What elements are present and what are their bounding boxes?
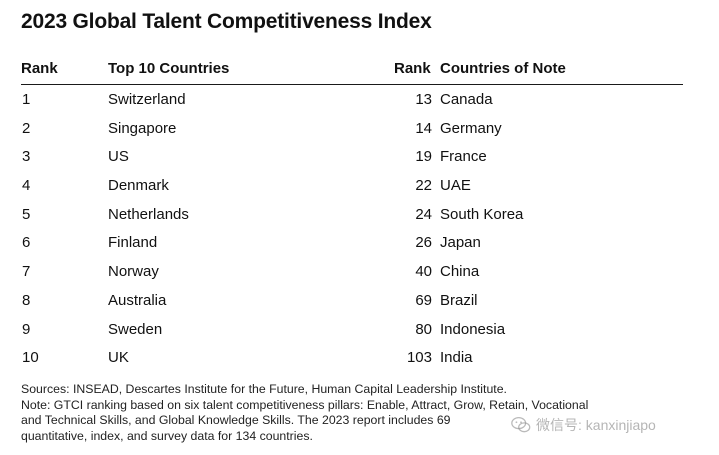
country-cell: Norway (108, 263, 159, 281)
country-of-note-cell: India (440, 349, 473, 367)
ranking-table: 1 Switzerland 13 Canada 2 Singapore 14 G… (0, 89, 719, 376)
table-row: 9 Sweden 80 Indonesia (0, 319, 719, 348)
country-cell: Singapore (108, 119, 177, 137)
rank-of-note-cell: 103 (406, 349, 432, 367)
country-cell: UK (108, 349, 129, 367)
table-row: 7 Norway 40 China (0, 261, 719, 290)
rank-cell: 2 (22, 119, 31, 137)
table-row: 2 Singapore 14 Germany (0, 118, 719, 147)
rank-of-note-cell: 80 (415, 320, 432, 338)
rank-of-note-cell: 26 (415, 234, 432, 252)
country-of-note-cell: Brazil (440, 291, 478, 309)
footnote: Sources: INSEAD, Descartes Institute for… (21, 382, 701, 444)
rank-cell: 3 (22, 148, 31, 166)
country-of-note-cell: China (440, 263, 480, 281)
header-rank-left: Rank (21, 60, 58, 77)
header-divider (21, 84, 683, 85)
rank-cell: 5 (22, 205, 31, 223)
table-row: 5 Netherlands 24 South Korea (0, 204, 719, 233)
header-top-10-countries: Top 10 Countries (108, 60, 230, 77)
page-title: 2023 Global Talent Competitiveness Index (21, 10, 432, 33)
rank-cell: 6 (22, 234, 31, 252)
country-cell: Switzerland (108, 91, 186, 108)
country-cell: Sweden (108, 320, 163, 338)
rank-cell: 4 (22, 177, 31, 195)
rank-of-note-cell: 40 (415, 263, 432, 281)
country-of-note-cell: Canada (440, 91, 493, 108)
country-cell: Netherlands (108, 205, 189, 223)
watermark: 微信号: kanxinjiapo (510, 414, 656, 436)
rank-of-note-cell: 19 (415, 148, 432, 166)
table-row: 1 Switzerland 13 Canada (0, 89, 719, 118)
wechat-icon (511, 417, 531, 433)
table-row: 6 Finland 26 Japan (0, 232, 719, 261)
country-cell: Denmark (108, 177, 169, 195)
country-of-note-cell: Germany (440, 119, 502, 137)
country-of-note-cell: Indonesia (440, 320, 506, 338)
rank-of-note-cell: 13 (415, 91, 432, 108)
rank-cell: 7 (22, 263, 31, 281)
rank-cell: 10 (22, 349, 39, 367)
country-cell: Australia (108, 291, 167, 309)
note-line: and Technical Skills, and Global Knowled… (21, 413, 451, 427)
watermark-text: 微信号: kanxinjiapo (536, 417, 656, 433)
table-row: 8 Australia 69 Brazil (0, 290, 719, 319)
table-row: 4 Denmark 22 UAE (0, 175, 719, 204)
country-of-note-cell: South Korea (440, 205, 524, 223)
table-row: 10 UK 103 India (0, 347, 719, 376)
note-line: Note: GTCI ranking based on six talent c… (21, 397, 589, 412)
country-of-note-cell: France (440, 148, 487, 166)
country-of-note-cell: UAE (440, 177, 471, 195)
rank-cell: 9 (22, 320, 31, 338)
header-rank-right: Rank (394, 60, 431, 77)
rank-cell: 1 (22, 91, 31, 108)
sources-line: Sources: INSEAD, Descartes Institute for… (21, 382, 507, 396)
rank-of-note-cell: 14 (415, 119, 432, 137)
rank-of-note-cell: 22 (415, 177, 432, 195)
rank-cell: 8 (22, 291, 31, 309)
table-row: 3 US 19 France (0, 146, 719, 175)
rank-of-note-cell: 24 (415, 205, 432, 223)
country-cell: Finland (108, 234, 158, 252)
header-countries-of-note: Countries of Note (440, 60, 566, 77)
country-of-note-cell: Japan (440, 234, 481, 252)
note-line: quantitative, index, and survey data for… (21, 428, 313, 443)
rank-of-note-cell: 69 (415, 291, 432, 309)
country-cell: US (108, 148, 129, 166)
